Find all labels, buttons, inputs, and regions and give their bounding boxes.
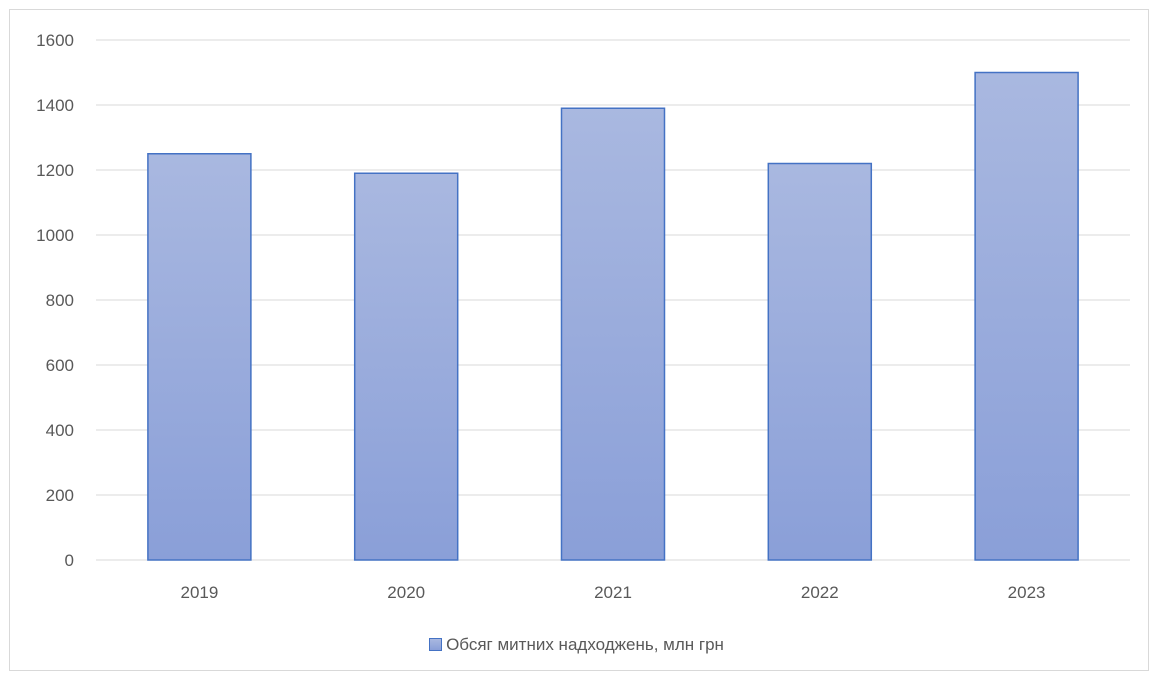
bar-2022 [767, 162, 873, 561]
y-tick-label: 1000 [36, 226, 74, 245]
bar-2021 [560, 107, 666, 561]
legend: Обсяг митних надходжень, млн грн [0, 635, 1153, 655]
y-tick-label: 400 [46, 421, 74, 440]
x-tick-label: 2021 [594, 583, 632, 602]
bar-2020 [353, 172, 459, 561]
y-tick-label: 1400 [36, 96, 74, 115]
bar-2019 [147, 153, 252, 561]
y-tick-label: 200 [46, 486, 74, 505]
bar-2023 [974, 71, 1079, 561]
y-tick-label: 600 [46, 356, 74, 375]
y-axis-ticks: 0 200 400 600 800 1000 1200 1400 1600 [36, 31, 74, 570]
legend-label: Обсяг митних надходжень, млн грн [446, 635, 724, 654]
y-tick-label: 1200 [36, 161, 74, 180]
y-tick-label: 0 [65, 551, 74, 570]
x-tick-label: 2023 [1008, 583, 1046, 602]
x-axis-ticks: 2019 2020 2021 2022 2023 [180, 583, 1045, 602]
x-tick-label: 2019 [180, 583, 218, 602]
x-tick-label: 2020 [387, 583, 425, 602]
y-tick-label: 800 [46, 291, 74, 310]
bars [147, 71, 1079, 561]
y-tick-label: 1600 [36, 31, 74, 50]
x-tick-label: 2022 [801, 583, 839, 602]
legend-swatch [429, 638, 443, 651]
